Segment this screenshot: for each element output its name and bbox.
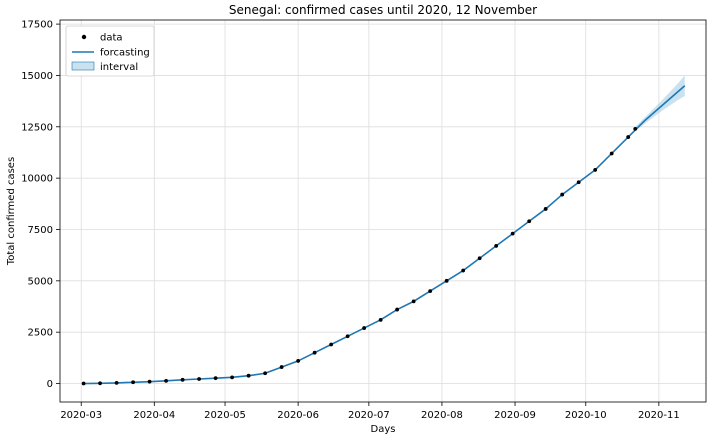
x-axis-label: Days — [371, 424, 396, 435]
legend-label-interval: interval — [100, 62, 138, 73]
data-point — [147, 379, 152, 384]
y-tick-label: 10000 — [21, 174, 53, 185]
y-tick-label: 2500 — [28, 328, 53, 339]
legend-label-data: data — [100, 33, 123, 44]
data-point — [626, 135, 631, 139]
legend: data forcasting interval — [65, 25, 155, 77]
x-tick-label: 2020-06 — [277, 410, 319, 421]
data-point — [81, 381, 86, 386]
data-point — [114, 381, 119, 385]
data-point — [593, 168, 598, 172]
data-point — [378, 317, 383, 322]
data-point — [543, 207, 548, 211]
data-point — [131, 380, 135, 385]
y-tick-label: 7500 — [28, 225, 53, 236]
x-tick-label: 2020-07 — [348, 410, 390, 421]
data-point — [345, 334, 350, 339]
forecast-line — [83, 85, 686, 385]
legend-label-forecast: forcasting — [100, 48, 150, 59]
data-point — [494, 244, 499, 248]
legend-data-marker — [81, 34, 87, 40]
plot-frame — [59, 19, 707, 403]
data-point — [444, 278, 449, 283]
data-point — [428, 289, 433, 293]
data-point — [362, 326, 367, 330]
x-tick-label: 2020-08 — [421, 410, 463, 421]
y-tick-label: 15000 — [21, 71, 53, 82]
y-tick-label: 12500 — [21, 122, 53, 133]
y-axis-label: Total confirmed cases — [6, 157, 17, 266]
data-point — [527, 219, 532, 224]
data-point — [560, 192, 565, 197]
data-points-layer — [81, 126, 638, 386]
data-point — [633, 126, 638, 131]
data-point — [312, 350, 317, 355]
x-tick-label: 2020-05 — [204, 410, 246, 421]
data-point — [164, 378, 168, 383]
x-tick-label: 2020-10 — [565, 410, 607, 421]
x-tick-label: 2020-04 — [133, 410, 175, 421]
data-point — [296, 359, 301, 363]
x-tick-label: 2020-03 — [60, 410, 102, 421]
data-point — [180, 377, 185, 382]
forecast-line-layer — [83, 85, 686, 385]
y-tick-label: 0 — [47, 379, 53, 390]
x-tick-label: 2020-11 — [638, 410, 680, 421]
x-axis-ticks: 2020-03 2020-04 2020-05 2020-06 2020-07 2020-… — [60, 402, 680, 421]
data-point — [246, 373, 251, 378]
data-point — [477, 256, 482, 261]
data-point — [329, 342, 334, 347]
y-tick-label: 17500 — [21, 20, 53, 31]
data-point — [213, 376, 218, 381]
data-point — [197, 377, 202, 381]
data-point — [395, 307, 400, 312]
data-point — [230, 375, 235, 380]
data-point — [98, 381, 102, 386]
grid-lines — [60, 20, 706, 402]
data-point — [411, 299, 416, 304]
chart-title: Senegal: confirmed cases until 2020, 12 … — [229, 3, 537, 17]
legend-interval-marker — [71, 61, 95, 71]
data-point — [510, 231, 515, 236]
data-point — [461, 268, 466, 273]
data-point — [576, 180, 581, 185]
y-axis-ticks: 0 2500 5000 7500 10000 12500 15000 17500 — [21, 20, 60, 390]
data-point — [279, 365, 284, 369]
y-tick-label: 5000 — [28, 276, 53, 287]
data-point — [609, 151, 614, 156]
x-tick-label: 2020-09 — [494, 410, 536, 421]
data-point — [263, 371, 268, 376]
